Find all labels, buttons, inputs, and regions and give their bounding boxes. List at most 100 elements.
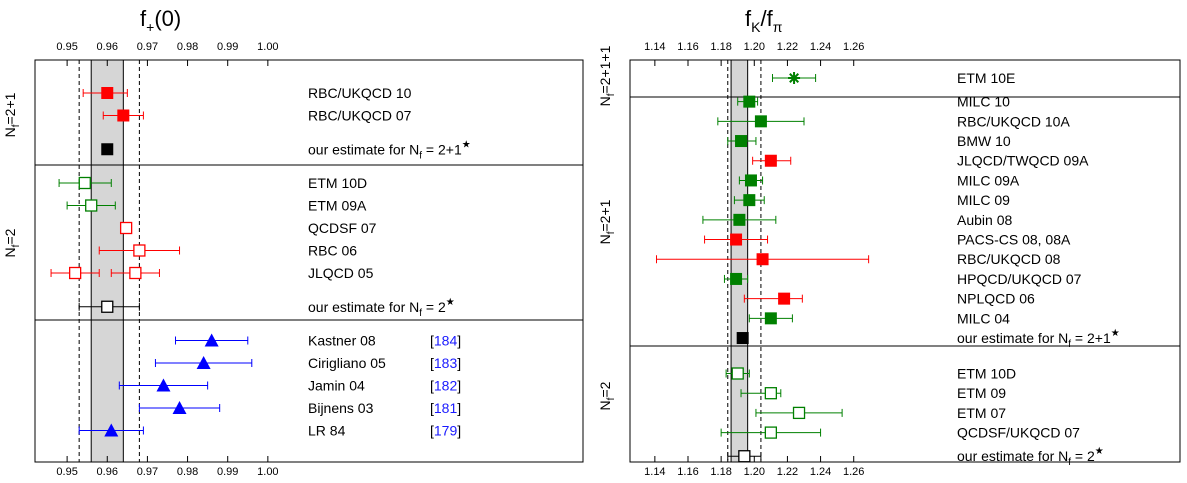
- panel1-group-label-0: Nf=2+1: [2, 92, 22, 137]
- panel1-entry-label: RBC 06: [308, 243, 357, 259]
- panel1-data-point: [101, 143, 114, 156]
- panel1-group-label-rest: =2+1: [2, 92, 18, 124]
- panel2-data-point: [735, 135, 748, 148]
- panel2-data-point: [764, 387, 778, 400]
- panel2-data-point: [756, 253, 769, 266]
- panel2-group-label-2: Nf=2: [597, 381, 617, 410]
- panel1-ref-bracket-close: ]: [457, 355, 461, 371]
- panel2-entry-label-main: ETM 10E: [957, 70, 1015, 86]
- panel1-ref-number: 179: [434, 423, 458, 439]
- panel2-entry-label-sub: f: [1068, 457, 1071, 468]
- panel1-entry-label-main: QCDSF 07: [308, 220, 377, 236]
- panel2-group-label-sub: f: [606, 231, 617, 234]
- panel1-ref-bracket-close: ]: [457, 378, 461, 394]
- panel1-top-tick-label: 1.00: [257, 41, 278, 53]
- panel1-group-label-sub: f: [11, 244, 22, 247]
- panel1-top-tick-label: 0.98: [177, 41, 198, 53]
- panel2-entry-label: RBC/UKQCD 10A: [957, 113, 1070, 129]
- panel1-data-point: [78, 176, 91, 190]
- panel1-entry-label: JLQCD 05: [308, 265, 374, 281]
- panel2-title-sub: K: [751, 19, 761, 35]
- panel2-group-label-rest: =2+1: [597, 199, 613, 231]
- panel1-group-label-main: N: [2, 247, 18, 257]
- panel1-group-label-main: N: [2, 127, 18, 137]
- panel2-group-label-1: Nf=2+1: [597, 199, 617, 244]
- panel1-entry-label: ETM 10D: [308, 175, 367, 191]
- panel2-group-label-main: N: [597, 234, 613, 244]
- panel2-group-label-rest: =2: [597, 381, 613, 397]
- panel1-data-point: [172, 401, 187, 414]
- panel1-group-label-1: Nf=2: [2, 228, 22, 257]
- panel2-top-tick-label: 1.14: [644, 41, 665, 53]
- panel1-entry-label-main: ETM 09A: [308, 198, 367, 214]
- panel2-entry-label: our estimate for Nf = 2+1★: [957, 328, 1120, 350]
- panel2-entry-label: NPLQCD 06: [957, 291, 1035, 307]
- panel2-entry-label-sub: f: [1068, 339, 1071, 350]
- panel1-data-point: [117, 109, 130, 122]
- panel1-entry-label-main: LR 84: [308, 423, 346, 439]
- panel1-title-main: f: [140, 6, 147, 31]
- panel2-entry-label-main: MILC 09A: [957, 172, 1020, 188]
- panel2-title-rest: /f: [760, 6, 773, 31]
- panel1-entry-label: our estimate for Nf = 2★: [308, 297, 455, 319]
- panel2-top-tick-label: 1.18: [710, 41, 731, 53]
- panel1-top-tick-label: 0.95: [56, 41, 77, 53]
- panel2-bottom-tick-label: 1.18: [710, 466, 731, 478]
- panel2-bottom-tick-label: 1.24: [810, 466, 831, 478]
- panel2-entry-label: MILC 09: [957, 192, 1010, 208]
- panel2-entry-label: ETM 07: [957, 405, 1006, 421]
- panel1-frame: [34, 59, 584, 463]
- panel1-reference: [184]: [430, 333, 461, 349]
- panel1-data-point: [68, 266, 82, 280]
- panel1-data-point: [101, 300, 114, 313]
- panel2-entry-label-main: RBC/UKQCD 10A: [957, 113, 1070, 129]
- panel2-data-point: [738, 450, 751, 463]
- panel2-data-point: [730, 233, 743, 246]
- panel1-entry-label: Kastner 08: [308, 333, 376, 349]
- panel1-bottom-tick-label: 1.00: [257, 466, 278, 478]
- panel2-top-tick-label: 1.26: [843, 41, 864, 53]
- panel1-bottom-tick-label: 0.96: [97, 466, 118, 478]
- panel1-entry-label-rest: = 2: [422, 299, 446, 315]
- panel1-reference: [179]: [430, 423, 461, 439]
- panel1-entry-label: Jamin 04: [308, 378, 365, 394]
- panel1-entry-label-main: our estimate for N: [308, 141, 419, 157]
- panel1-top-tick-label: 0.96: [97, 41, 118, 53]
- panel1-entry-label: RBC/UKQCD 07: [308, 108, 412, 124]
- panel2-frame: [629, 59, 1181, 463]
- panel2-entry-label: ETM 09: [957, 385, 1006, 401]
- panel1-entry-label: Bijnens 03: [308, 400, 374, 416]
- panel1-ref-bracket-open: [: [430, 400, 434, 416]
- panel2-entry-label-main: our estimate for N: [957, 448, 1068, 464]
- panel2-bottom-tick-label: 1.22: [777, 466, 798, 478]
- panel2-data-point: [764, 154, 777, 167]
- panel2-entry-label-main: MILC 10: [957, 94, 1010, 110]
- panel1-entry-label-main: RBC/UKQCD 10: [308, 85, 412, 101]
- panel2-entry-label: Aubin 08: [957, 212, 1012, 228]
- panel1-entry-label-sub: f: [419, 308, 422, 319]
- panel2-data-point: [788, 72, 801, 84]
- panel1-group-label-rest: =2: [2, 228, 18, 244]
- panel2-bottom-tick-label: 1.20: [744, 466, 765, 478]
- panel2-entry-label: PACS-CS 08, 08A: [957, 232, 1071, 248]
- panel2-entry-label-main: our estimate for N: [957, 330, 1068, 346]
- panel1-entry-label: QCDSF 07: [308, 220, 377, 236]
- panel2-bottom-tick-label: 1.14: [644, 466, 665, 478]
- panel2-top-tick-label: 1.24: [810, 41, 831, 53]
- panel2-title-main: f: [745, 6, 752, 31]
- panel2-data-point: [743, 95, 756, 108]
- panel1-entry-label-main: ETM 10D: [308, 175, 367, 191]
- panel2-entry-label-main: PACS-CS 08, 08A: [957, 232, 1071, 248]
- panel2-entry-label-main: JLQCD/TWQCD 09A: [957, 153, 1089, 169]
- panel1-bottom-tick-label: 0.98: [177, 466, 198, 478]
- panel1-entry-label-main: our estimate for N: [308, 299, 419, 315]
- panel1-ref-bracket-close: ]: [457, 423, 461, 439]
- panel2-data-point: [736, 332, 749, 345]
- panel1-entry-label-main: JLQCD 05: [308, 265, 374, 281]
- panel1-ref-number: 183: [434, 355, 458, 371]
- panel1-data-point: [104, 423, 119, 437]
- panel2-group-label-0: Nf=2+1+1: [597, 45, 617, 106]
- panel2-data-point: [733, 213, 746, 226]
- panel2-data-point: [764, 426, 778, 439]
- panel1-entry-label-sub: f: [419, 150, 422, 161]
